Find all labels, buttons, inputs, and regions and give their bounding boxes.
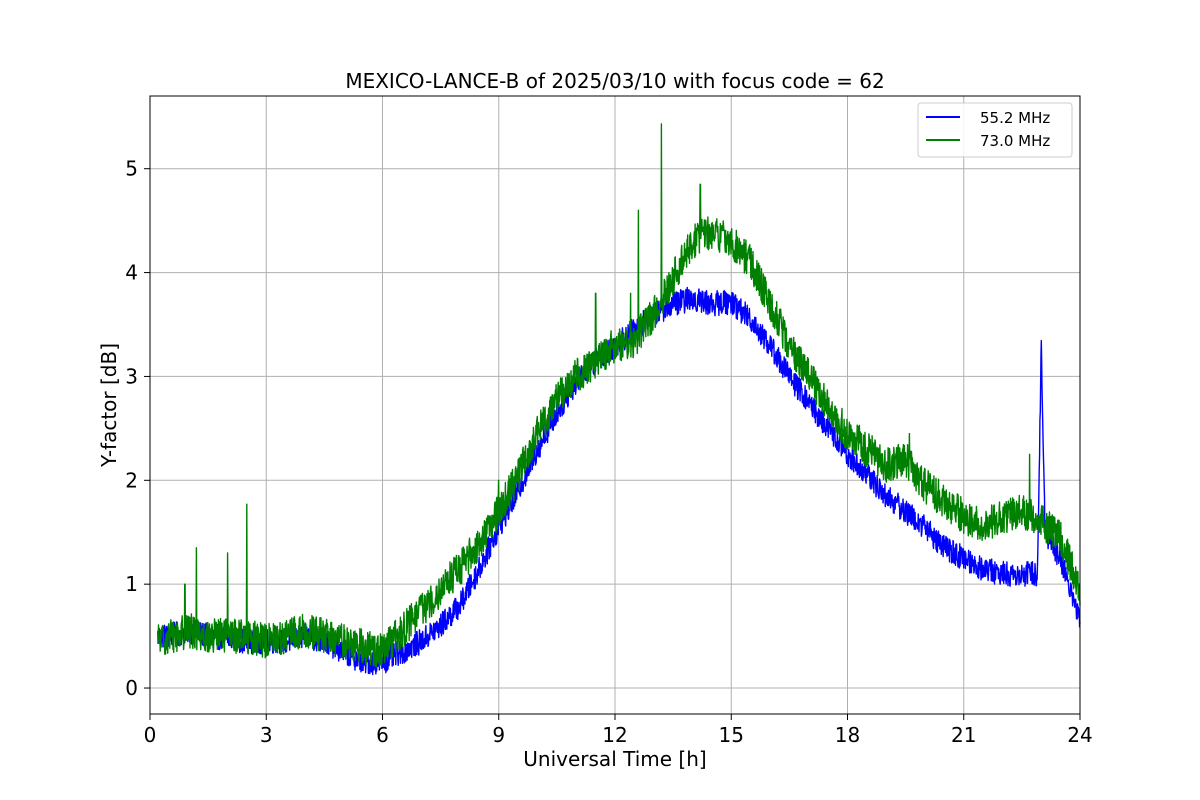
x-tick-label: 15: [719, 723, 744, 747]
y-axis-label: Y-factor [dB]: [97, 343, 121, 468]
y-tick-label: 0: [125, 676, 138, 700]
x-tick-label: 24: [1067, 723, 1092, 747]
x-axis-label: Universal Time [h]: [523, 747, 706, 771]
chart-title: MEXICO-LANCE-B of 2025/03/10 with focus …: [345, 69, 884, 93]
legend: 55.2 MHz 73.0 MHz: [917, 102, 1073, 158]
y-tick-label: 2: [125, 468, 138, 492]
series-line-2: [157, 123, 1081, 668]
x-tick-label: 9: [492, 723, 505, 747]
y-tick-label: 4: [125, 261, 138, 285]
x-tick-label: 18: [835, 723, 860, 747]
y-tick-label: 5: [125, 157, 138, 181]
legend-label-series-2: 73.0 MHz: [980, 132, 1050, 150]
x-tick-label: 6: [376, 723, 389, 747]
grid-lines: [149, 96, 1081, 714]
y-tick-label: 3: [125, 364, 138, 388]
y-tick-label: 1: [125, 572, 138, 596]
legend-label-series-1: 55.2 MHz: [980, 109, 1050, 127]
x-tick-label: 3: [260, 723, 273, 747]
series-lines: [157, 123, 1081, 676]
x-tick-label: 0: [144, 723, 157, 747]
x-tick-label: 12: [602, 723, 627, 747]
x-tick-label: 21: [951, 723, 976, 747]
